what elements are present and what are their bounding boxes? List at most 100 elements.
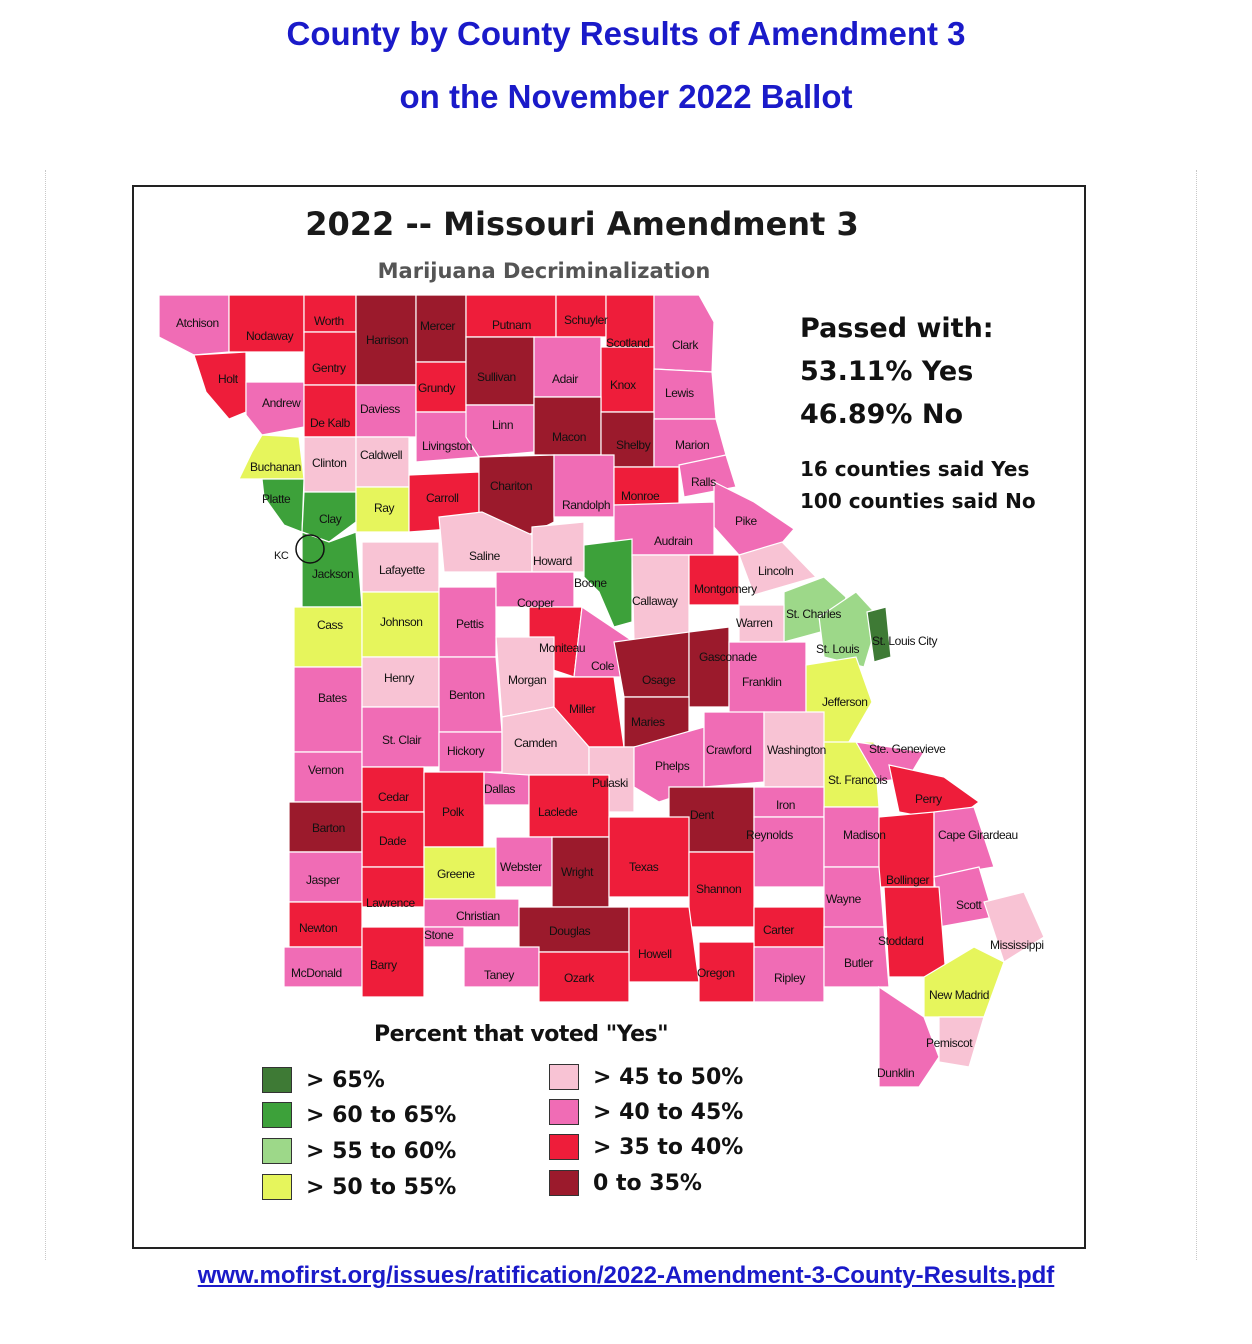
county-label: Gasconade	[699, 650, 758, 664]
county-label: Morgan	[508, 673, 546, 687]
county-butler	[823, 926, 890, 988]
county-label: Chariton	[490, 479, 532, 493]
county-label: St. Charles	[786, 607, 841, 621]
county-label: St. Louis City	[872, 634, 937, 648]
county-nodaway	[228, 294, 305, 353]
county-label: Saline	[469, 549, 501, 563]
passed-with-label: Passed with:	[800, 313, 994, 344]
legend-label: > 45 to 50%	[593, 1064, 744, 1090]
county-jackson	[301, 531, 363, 608]
county-label: Carter	[763, 923, 794, 937]
legend-swatch	[549, 1170, 579, 1196]
legend-item: > 45 to 50%	[549, 1064, 743, 1090]
county-howell	[628, 906, 700, 983]
county-label: Scotland	[606, 336, 650, 350]
county-label: Schuyler	[564, 313, 608, 327]
legend-swatch	[262, 1138, 292, 1164]
county-dunklin	[878, 985, 940, 1088]
county-label: Lawrence	[366, 896, 416, 910]
county-label: Pettis	[456, 617, 484, 631]
kc-label: KC	[274, 550, 289, 562]
legend-item: > 50 to 55%	[262, 1174, 456, 1200]
county-label: Boone	[574, 576, 607, 590]
county-label: Reynolds	[746, 828, 793, 842]
legend-label: 0 to 35%	[593, 1170, 702, 1196]
county-label: Stone	[424, 928, 454, 942]
county-label: Sullivan	[477, 370, 516, 384]
legend-item: > 65%	[262, 1067, 385, 1093]
county-label: Callaway	[632, 594, 678, 608]
legend-item: > 35 to 40%	[549, 1134, 743, 1160]
county-label: Ripley	[774, 971, 805, 985]
county-texas	[608, 816, 690, 898]
county-label: Daviess	[360, 402, 400, 416]
county-label: Ray	[374, 501, 395, 515]
county-label: St. Louis	[816, 642, 859, 656]
county-label: Perry	[915, 792, 942, 806]
county-caldwell	[355, 436, 410, 488]
legend-swatch	[262, 1102, 292, 1128]
counties-no-count: 100 counties said No	[800, 489, 1036, 513]
county-label: Livingston	[422, 439, 472, 453]
county-osage	[613, 631, 690, 698]
county-label: Cass	[317, 618, 343, 632]
county-label: Nodaway	[246, 329, 294, 343]
county-label: Clay	[319, 512, 342, 526]
legend-item: > 60 to 65%	[262, 1102, 456, 1128]
county-label: Bates	[318, 691, 347, 705]
county-label: Ozark	[564, 971, 595, 985]
county-label: Laclede	[538, 805, 578, 819]
county-st-louis-city	[866, 606, 892, 663]
county-label: Lewis	[665, 386, 694, 400]
county-label: Cape Girardeau	[938, 828, 1018, 842]
source-link[interactable]: www.mofirst.org/issues/ratification/2022…	[197, 1262, 1055, 1289]
county-label: Marion	[675, 438, 709, 452]
legend-label: > 40 to 45%	[593, 1099, 744, 1125]
county-label: Pike	[735, 514, 757, 528]
county-label: New Madrid	[929, 988, 989, 1002]
county-label: Grundy	[418, 381, 455, 395]
county-clay	[301, 491, 357, 543]
county-label: St. Francois	[828, 773, 888, 787]
legend-swatch	[549, 1099, 579, 1125]
county-label: Wayne	[826, 892, 862, 906]
page-title-line-1: County by County Results of Amendment 3	[286, 15, 966, 52]
county-label: Osage	[642, 673, 676, 687]
county-label: Miller	[569, 702, 596, 716]
county-label: Audrain	[654, 534, 693, 548]
county-label: Iron	[776, 798, 795, 812]
county-linn	[465, 404, 535, 458]
county-label: Cedar	[378, 790, 409, 804]
county-label: Montgomery	[694, 582, 757, 596]
county-label: St. Clair	[382, 733, 421, 747]
county-label: Caldwell	[360, 448, 402, 462]
legend-item: > 55 to 60%	[262, 1138, 456, 1164]
county-label: Barton	[312, 821, 345, 835]
legend-label: > 35 to 40%	[593, 1134, 744, 1160]
yes-percent: 53.11% Yes	[800, 356, 974, 387]
county-label: Ralls	[691, 475, 716, 489]
county-label: Cooper	[517, 596, 554, 610]
county-label: Jackson	[312, 567, 353, 581]
county-macon	[533, 396, 602, 456]
county-label: Henry	[384, 671, 414, 685]
county-label: Johnson	[380, 615, 423, 629]
county-label: Barry	[370, 958, 397, 972]
county-label: Moniteau	[539, 641, 585, 655]
county-label: Mercer	[420, 319, 455, 333]
county-lincoln	[738, 541, 818, 596]
county-label: Andrew	[262, 396, 301, 410]
missouri-county-map: Atchison Nodaway Worth Harrison Mercer Putnam…	[158, 294, 1045, 1088]
county-label: Lafayette	[379, 563, 425, 577]
county-label: Dunklin	[877, 1066, 914, 1080]
county-ozark	[538, 951, 630, 1003]
county-label: Wright	[561, 865, 594, 879]
county-andrew	[245, 381, 305, 436]
county-label: Christian	[456, 909, 500, 923]
no-percent: 46.89% No	[800, 399, 964, 430]
county-label: Mississippi	[990, 938, 1044, 952]
county-label: De Kalb	[310, 416, 351, 430]
left-page-rule	[45, 170, 46, 1260]
legend-swatch	[549, 1064, 579, 1090]
county-label: Buchanan	[250, 460, 301, 474]
